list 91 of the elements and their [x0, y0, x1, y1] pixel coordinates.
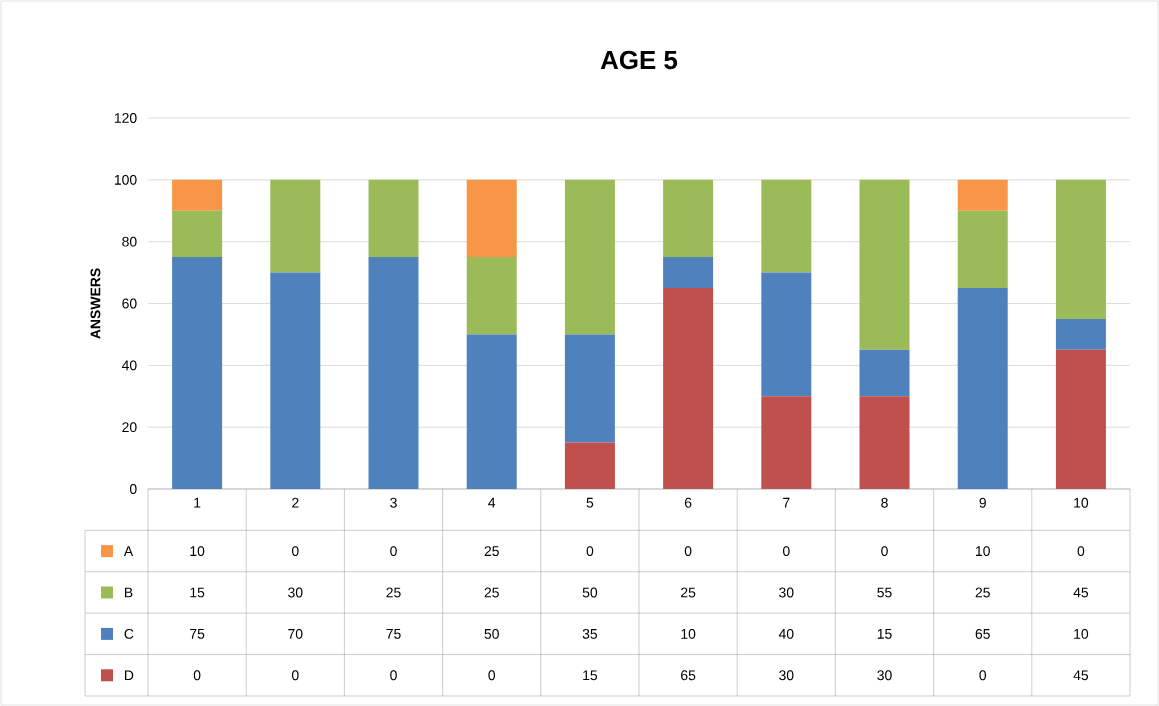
bar — [564, 442, 615, 489]
bar — [1055, 318, 1106, 350]
x-tick-label: 8 — [881, 497, 888, 508]
bar — [172, 257, 223, 489]
data-label: 0 — [390, 546, 397, 557]
bar — [761, 272, 812, 397]
bar — [270, 179, 321, 273]
data-label: 0 — [488, 670, 496, 681]
y-tick-label: 100 — [114, 174, 137, 185]
data-label: 0 — [684, 546, 692, 557]
data-label: 10 — [976, 546, 990, 557]
x-tick-label: 1 — [194, 497, 201, 508]
data-label: 25 — [386, 587, 401, 598]
y-tick-label: 40 — [121, 360, 137, 371]
x-tick-label: 6 — [684, 497, 692, 508]
x-tick-label: 2 — [292, 497, 299, 508]
bar — [368, 179, 419, 258]
data-label: 0 — [881, 546, 888, 557]
x-tick-label: 10 — [1074, 497, 1089, 508]
data-label: 0 — [291, 546, 299, 557]
bar — [466, 179, 517, 258]
data-label: 30 — [288, 587, 303, 598]
bar — [172, 179, 223, 211]
y-tick-label: 120 — [114, 113, 137, 123]
data-label: 0 — [979, 670, 987, 681]
bar — [564, 334, 615, 443]
bar — [564, 179, 615, 335]
bar — [957, 210, 1008, 289]
bar — [859, 179, 910, 350]
bar — [957, 179, 1008, 211]
bar — [761, 396, 812, 489]
legend-label: A — [123, 546, 134, 556]
y-tick-label: 60 — [122, 298, 137, 309]
x-tick-label: 3 — [390, 497, 397, 508]
data-label: 0 — [193, 670, 201, 681]
y-tick-label: 20 — [122, 422, 137, 433]
data-label: 65 — [681, 670, 696, 681]
data-label: 25 — [975, 587, 990, 598]
data-label: 25 — [484, 587, 499, 598]
data-label: 35 — [582, 628, 598, 639]
data-label: 0 — [1077, 546, 1085, 557]
legend-label: C — [124, 628, 134, 639]
bar — [663, 288, 714, 489]
data-label: 10 — [681, 628, 696, 639]
data-label: 0 — [782, 546, 790, 557]
y-tick-label: 80 — [122, 236, 137, 247]
y-tick-label: 0 — [129, 484, 137, 494]
x-tick-label: 5 — [586, 497, 594, 508]
bar — [663, 179, 714, 258]
bar — [859, 349, 910, 397]
bar — [466, 257, 517, 335]
legend-label: D — [124, 670, 134, 681]
data-label: 75 — [386, 629, 401, 639]
data-label: 45 — [1073, 587, 1089, 598]
data-label: 30 — [779, 670, 794, 681]
data-label: 15 — [583, 670, 598, 681]
data-label: 25 — [484, 546, 499, 557]
x-tick-label: 4 — [488, 497, 496, 508]
data-label: 15 — [877, 629, 892, 639]
data-label: 50 — [484, 628, 499, 639]
data-label: 40 — [778, 628, 794, 639]
bar — [270, 272, 321, 489]
data-label: 55 — [877, 587, 892, 598]
data-label: 25 — [681, 587, 696, 598]
data-label: 70 — [288, 628, 303, 639]
chart-title: AGE 5 — [600, 50, 678, 70]
bar — [859, 396, 910, 489]
data-label: 0 — [291, 670, 299, 681]
data-label: 15 — [190, 587, 205, 598]
bar — [1055, 349, 1106, 489]
bar — [663, 257, 714, 289]
legend-label: B — [124, 587, 133, 598]
data-label: 50 — [582, 587, 598, 598]
y-axis-title: ANSWERS — [90, 268, 101, 339]
x-tick-label: 7 — [783, 497, 790, 508]
data-label: 30 — [877, 670, 892, 681]
bar — [761, 179, 812, 273]
bar — [466, 334, 517, 489]
data-label: 0 — [390, 670, 397, 681]
bar — [172, 210, 223, 258]
data-label: 30 — [779, 587, 794, 598]
data-label: 75 — [190, 629, 205, 639]
data-label: 45 — [1073, 670, 1089, 681]
data-label: 0 — [586, 546, 594, 557]
bar — [368, 257, 419, 489]
x-tick-label: 9 — [979, 497, 986, 508]
data-label: 10 — [190, 546, 205, 557]
bar — [957, 288, 1008, 489]
data-label: 10 — [1074, 628, 1089, 639]
bar — [1055, 179, 1106, 319]
data-label: 65 — [975, 628, 990, 639]
